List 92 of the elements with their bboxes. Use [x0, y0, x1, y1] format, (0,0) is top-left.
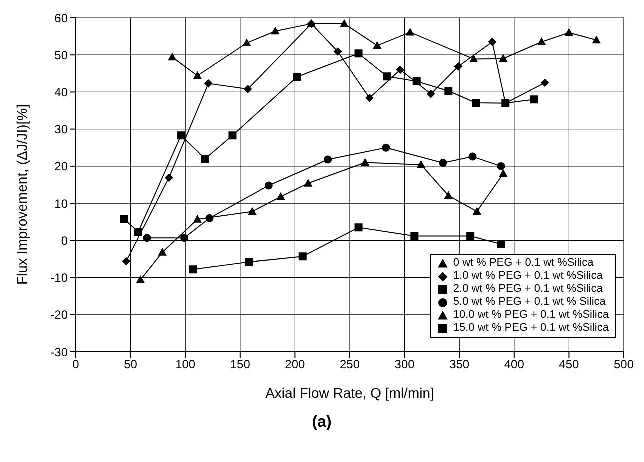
point — [444, 192, 453, 200]
y-tick-label: -20 — [50, 308, 68, 322]
point — [454, 62, 463, 71]
text: (a) — [311, 414, 333, 432]
point — [468, 152, 477, 161]
point — [194, 216, 202, 223]
point — [340, 20, 349, 28]
point — [406, 28, 414, 36]
point — [134, 228, 142, 236]
legend-label: 1.0 wt % PEG + 0.1 wt %Silica — [453, 270, 603, 283]
point — [439, 159, 448, 168]
point — [276, 192, 285, 200]
point — [382, 144, 390, 152]
y-tick-label: 0 — [61, 234, 68, 248]
point — [298, 252, 307, 261]
legend-label: 5.0 wt % PEG + 0.1 wt % Silica — [453, 296, 606, 309]
point — [499, 54, 508, 62]
point — [189, 266, 198, 274]
point — [530, 96, 538, 104]
point — [165, 174, 174, 182]
point — [499, 170, 508, 178]
point — [122, 257, 130, 266]
point — [497, 240, 506, 248]
y-tick-label: 60 — [54, 11, 68, 26]
point — [158, 248, 167, 256]
point — [304, 180, 312, 187]
point — [177, 132, 186, 140]
point — [412, 77, 421, 86]
point — [334, 48, 342, 56]
point — [361, 158, 370, 166]
point — [538, 38, 546, 46]
point — [293, 73, 302, 82]
point — [245, 258, 254, 266]
x-tick-label: 500 — [614, 358, 634, 372]
point — [427, 90, 436, 98]
y-axis-title: Flux Improvement, (ΔJ/JI)[%] — [14, 104, 30, 285]
point — [488, 38, 496, 46]
x-tick-label: 0 — [72, 358, 80, 372]
x-tick-label: 400 — [504, 358, 525, 372]
y-tick-label: 50 — [54, 48, 68, 62]
point — [366, 94, 374, 102]
point — [194, 72, 202, 80]
point — [143, 234, 152, 242]
y-tick-label: -10 — [50, 271, 68, 286]
point — [410, 232, 419, 240]
x-tick-label: 200 — [285, 358, 306, 372]
point — [592, 36, 601, 44]
point — [396, 66, 404, 74]
y-tick-label: 10 — [54, 196, 68, 211]
point — [383, 72, 392, 81]
point — [204, 80, 213, 88]
x-tick-label: 100 — [176, 358, 196, 372]
point — [373, 42, 382, 50]
point — [168, 53, 176, 61]
y-tick-label: 40 — [54, 85, 68, 100]
point — [541, 78, 550, 87]
legend-label: 2.0 wt % PEG + 0.1 wt %Silica — [453, 283, 603, 296]
point — [271, 27, 280, 35]
y-tick-label: -30 — [50, 345, 68, 360]
x-axis-title: Axial Flow Rate, Q [ml/min] — [266, 385, 434, 401]
x-tick-label: 50 — [124, 358, 138, 372]
point — [324, 156, 332, 164]
point — [206, 214, 214, 222]
point — [120, 215, 128, 224]
legend-label: 0 wt % PEG + 0.1 wt %Silica — [453, 257, 594, 270]
point — [497, 162, 506, 170]
legend-label: 15.0 wt % PEG + 0.1 wt %Silica — [453, 322, 609, 335]
point — [565, 28, 574, 36]
point — [136, 276, 145, 284]
point — [242, 39, 251, 47]
point — [473, 208, 482, 216]
point — [470, 55, 478, 62]
point — [466, 232, 475, 240]
point — [354, 224, 363, 232]
point — [264, 182, 273, 190]
x-tick-label: 150 — [230, 358, 251, 372]
point — [201, 155, 210, 164]
point — [472, 98, 480, 107]
point — [444, 87, 453, 96]
y-tick-label: 30 — [54, 122, 68, 137]
point — [244, 85, 252, 94]
point — [180, 234, 189, 242]
point — [354, 50, 363, 58]
point — [248, 208, 256, 216]
y-tick-label: 20 — [54, 160, 68, 174]
point — [228, 132, 237, 140]
x-tick-label: 450 — [559, 358, 580, 372]
x-tick-label: 300 — [394, 358, 416, 372]
x-tick-label: 350 — [450, 358, 470, 372]
point — [417, 160, 426, 168]
x-tick-label: 250 — [340, 358, 360, 372]
legend-label: 10.0 wt % PEG + 0.1 wt %Silica — [453, 309, 609, 322]
